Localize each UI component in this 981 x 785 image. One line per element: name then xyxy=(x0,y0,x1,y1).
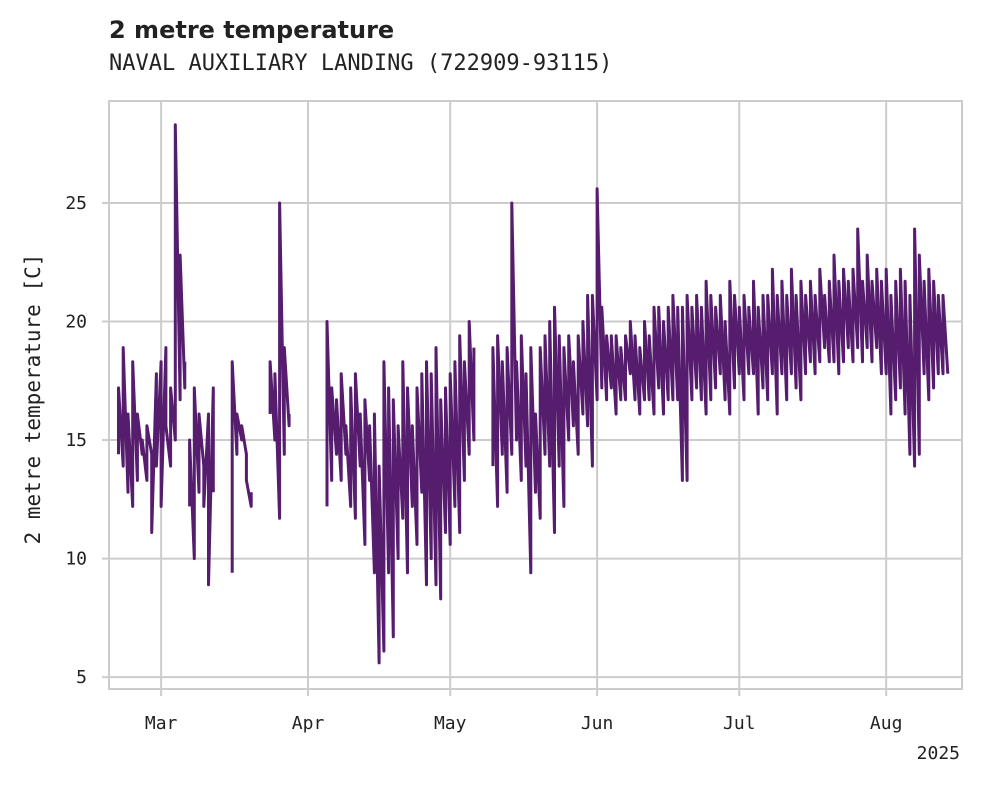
y-tick-label: 15 xyxy=(65,430,87,451)
series-line-segment xyxy=(268,201,291,520)
y-tick-label: 10 xyxy=(65,549,87,570)
y-axis-label: 2 metre temperature [C] xyxy=(21,254,45,545)
x-tick-label: Jul xyxy=(723,713,756,734)
y-axis-ticks: 5 10 15 20 25 xyxy=(65,193,109,688)
x-tick-label: Mar xyxy=(145,713,178,734)
series-line-segment xyxy=(188,386,215,587)
y-tick-label: 5 xyxy=(76,667,87,688)
x-tick-label: Aug xyxy=(870,713,903,734)
x-axis-year-label: 2025 xyxy=(917,743,960,764)
chart-title: 2 metre temperature xyxy=(109,16,395,44)
x-tick-label: Jun xyxy=(581,713,614,734)
chart-subtitle: NAVAL AUXILIARY LANDING (722909-93115) xyxy=(109,51,613,76)
y-tick-label: 20 xyxy=(65,312,87,333)
x-axis-ticks: Mar Apr May Jun Jul Aug xyxy=(145,689,903,734)
x-tick-label: Apr xyxy=(292,713,325,734)
series-line-segment xyxy=(491,187,950,575)
series-line-segment xyxy=(230,360,253,573)
series-line-segment xyxy=(325,320,476,665)
plot-frame xyxy=(108,100,963,690)
y-tick-label: 25 xyxy=(65,193,87,214)
grid xyxy=(109,101,962,689)
series-lines xyxy=(117,123,950,665)
x-tick-label: May xyxy=(434,713,467,734)
series-line-segment xyxy=(117,123,187,534)
